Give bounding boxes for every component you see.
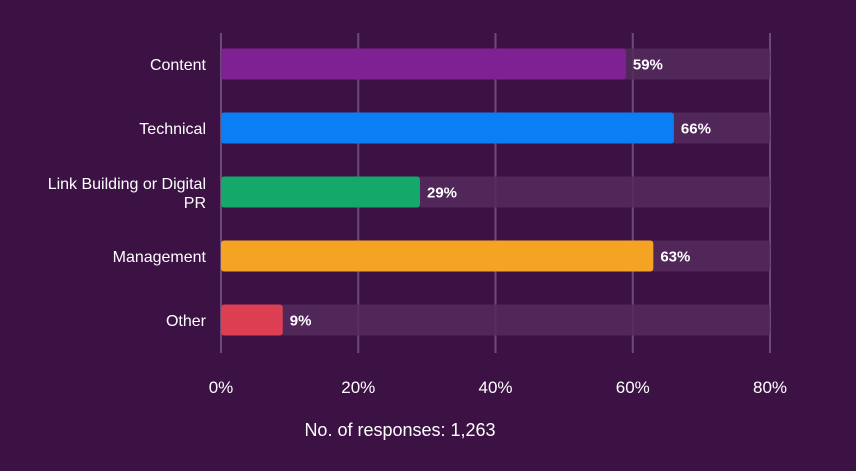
value-label: 29% bbox=[427, 185, 457, 202]
x-tick-label: 80% bbox=[753, 378, 787, 397]
category-label: Technical bbox=[139, 121, 206, 138]
value-label: 63% bbox=[660, 249, 690, 266]
bar-other bbox=[221, 304, 283, 336]
value-label: 9% bbox=[290, 313, 312, 330]
category-labels: Content Technical Link Building or Digital… bbox=[48, 57, 207, 330]
value-label: 59% bbox=[633, 57, 663, 74]
x-axis-tick-labels: 0% 20% 40% 60% 80% bbox=[209, 378, 787, 397]
bar-management bbox=[221, 240, 654, 272]
bar-link-building-or-digital-pr bbox=[221, 176, 421, 208]
bar-content bbox=[221, 48, 626, 80]
value-label: 66% bbox=[681, 121, 711, 138]
x-tick-label: 20% bbox=[341, 378, 375, 397]
bar-track bbox=[221, 304, 770, 336]
x-tick-label: 40% bbox=[478, 378, 512, 397]
category-label: Other bbox=[166, 313, 207, 330]
category-label: Management bbox=[113, 249, 207, 266]
category-label: Link Building or Digital PR bbox=[48, 176, 206, 212]
value-labels: 59% 66% 29% 63% 9% bbox=[290, 57, 711, 330]
x-tick-label: 60% bbox=[616, 378, 650, 397]
bars bbox=[221, 48, 674, 336]
bar-technical bbox=[221, 112, 674, 144]
category-label: Content bbox=[150, 57, 207, 74]
x-tick-label: 0% bbox=[209, 378, 234, 397]
responses-footnote: No. of responses: 1,263 bbox=[304, 420, 496, 440]
